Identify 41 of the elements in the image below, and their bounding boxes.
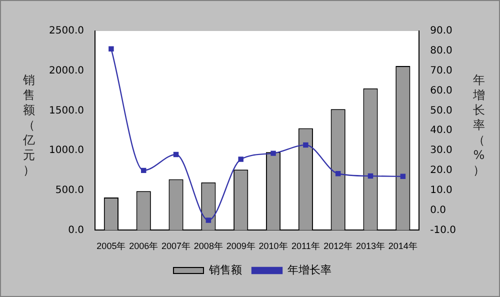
y2-tick-label: 80.0 [430, 46, 452, 57]
y-tick-label: 0.0 [68, 224, 84, 236]
point [303, 142, 308, 148]
x-tick-label: 2007年 [162, 241, 191, 252]
x-tick-label: 2012年 [324, 241, 353, 252]
y2-tick-label: 50.0 [430, 105, 452, 116]
y2-axis-title: 年增长率（%） [472, 73, 486, 178]
y-tick-label: 2500.0 [48, 26, 84, 37]
y-axis-title: 销售额（亿元） [22, 73, 36, 178]
x-tick-label: 2008年 [194, 241, 223, 252]
x-tick-label: 2005年 [96, 241, 126, 252]
point [368, 173, 374, 179]
y2-tick-label: 70.0 [430, 65, 452, 76]
y2-tick-label: 30.0 [430, 145, 452, 156]
y2-tick-label: 40.0 [430, 125, 452, 136]
y2-tick-label: -10.0 [430, 224, 456, 236]
y2-tick-label: 90.0 [430, 26, 452, 37]
x-tick-label: 2011年 [292, 241, 320, 252]
point [270, 150, 276, 156]
x-tick-label: 2009年 [226, 241, 256, 252]
y2-tick-label: 0.0 [430, 204, 446, 216]
y2-tick-label: 60.0 [430, 85, 452, 96]
point [173, 152, 179, 158]
point [140, 168, 146, 174]
y-tick-label: 1500.0 [48, 105, 84, 116]
y-tick-label: 2000.0 [48, 65, 84, 76]
point [400, 174, 406, 180]
x-tick-label: 2014年 [388, 241, 418, 252]
y-tick-label: 500.0 [55, 184, 84, 196]
legend-label: 销售额 [208, 264, 242, 277]
x-tick-label: 2010年 [258, 241, 288, 252]
y-tick-label: 1000.0 [48, 145, 84, 156]
y2-tick-label: 20.0 [430, 165, 452, 176]
point [335, 171, 341, 176]
point [206, 218, 212, 223]
x-tick-label: 2006年 [129, 241, 158, 252]
x-tick-label: 2013年 [356, 241, 386, 252]
point [108, 46, 114, 52]
point [238, 156, 244, 162]
y2-tick-label: 10.0 [430, 184, 452, 196]
legend-label: 年增长率 [288, 264, 332, 277]
